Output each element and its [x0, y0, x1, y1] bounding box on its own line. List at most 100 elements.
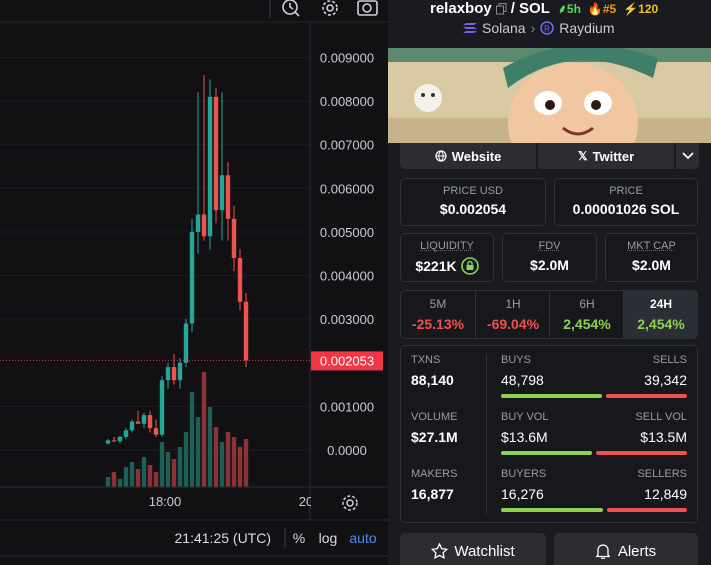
candle-body: [123, 430, 129, 437]
volume-bar: [135, 469, 141, 487]
volume-bar: [141, 457, 147, 487]
lock-icon: [460, 257, 479, 275]
candle-body: [177, 362, 183, 381]
bell-icon: [595, 544, 610, 559]
volume-bar: [189, 392, 195, 487]
candle-body: [171, 367, 177, 381]
period-tab[interactable]: 24H 2,454%: [623, 291, 697, 338]
volume-bar: [201, 372, 207, 487]
candle-body: [129, 421, 135, 431]
website-button[interactable]: Website: [400, 143, 536, 169]
pair-banner: [388, 48, 711, 143]
stat-right-label: SELLERS: [637, 468, 687, 480]
stat-left-label: BUYERS: [501, 468, 547, 480]
period-tab[interactable]: 5M -25.13%: [401, 291, 475, 338]
volume-bar: [165, 452, 171, 487]
buy-bar: [501, 508, 603, 512]
stat-right-value: 12,849: [644, 486, 687, 502]
y-tick-label: 0.005000: [320, 225, 374, 240]
stat-right-label: SELL VOL: [635, 411, 687, 423]
metric-value-text: $221K: [415, 258, 457, 274]
period-change: -25.13%: [411, 316, 465, 332]
chevron-icon: [681, 152, 694, 160]
chain-name[interactable]: Solana: [482, 20, 526, 36]
volume-bar: [153, 472, 159, 487]
star-icon: [431, 543, 449, 559]
candle-body: [183, 323, 189, 363]
period-change: 2,454%: [637, 316, 685, 332]
candle-body: [111, 440, 117, 442]
percent-toggle[interactable]: %: [293, 530, 305, 546]
price-value: 0.00001026 SOL: [572, 201, 680, 217]
volume-bar: [171, 459, 177, 487]
settings-icon[interactable]: [342, 495, 358, 511]
y-tick-label: 0.008000: [320, 94, 374, 109]
period-label: 1H: [505, 297, 521, 311]
candle-body: [135, 421, 141, 424]
more-links-button[interactable]: [676, 143, 699, 169]
log-toggle[interactable]: log: [319, 530, 338, 546]
candle-body: [153, 428, 159, 435]
price-value: $0.002054: [439, 201, 507, 217]
metric-label: MKT CAP: [627, 240, 676, 252]
price-box: PRICE USD $0.002054: [400, 178, 546, 226]
period-tab[interactable]: 1H -69.04%: [475, 291, 550, 338]
volume-bar: [213, 427, 219, 487]
website-label: Website: [451, 148, 502, 164]
y-tick-label: 0.001000: [320, 399, 374, 414]
candle-body: [141, 415, 147, 424]
metric-label: FDV: [538, 240, 561, 252]
sell-bar: [606, 508, 687, 512]
period-tabs: 5M -25.13% 1H -69.04% 6H 2,454% 24H 2,454%: [400, 290, 698, 339]
y-tick-label: 0.004000: [320, 269, 374, 284]
metric-box: MKT CAP $2.0M: [605, 233, 698, 282]
stat-right-value: $13.5M: [640, 429, 687, 445]
y-tick-label: 0.0000: [327, 443, 367, 458]
candle-body: [207, 96, 213, 237]
period-change: -69.04%: [486, 316, 540, 332]
raydium-icon: R: [540, 21, 555, 35]
stat-total-value: 16,877: [411, 486, 454, 502]
stat-left-label: BUY VOL: [501, 411, 549, 423]
stat-total-label: TXNS: [411, 354, 441, 366]
volume-bar: [147, 465, 153, 487]
x-tick-label: 20: [299, 494, 313, 509]
stat-left-value: 16,276: [501, 486, 544, 502]
twitter-button[interactable]: 𝕏 Twitter: [538, 143, 674, 169]
auto-toggle[interactable]: auto: [349, 530, 376, 546]
candle-body: [165, 367, 171, 381]
metric-value: $2.0M: [606, 257, 697, 273]
period-tab[interactable]: 6H 2,454%: [549, 291, 624, 338]
period-change: 2,454%: [563, 316, 611, 332]
watchlist-button[interactable]: Watchlist: [400, 533, 546, 565]
sell-bar: [605, 394, 687, 398]
buy-bar: [501, 451, 593, 455]
volume-bar: [207, 407, 213, 487]
alerts-button[interactable]: Alerts: [554, 533, 698, 565]
metric-value-text: $2.0M: [530, 257, 569, 273]
period-label: 5M: [429, 297, 447, 311]
stat-left-value: 48,798: [501, 372, 544, 388]
current-price-badge: [311, 351, 383, 371]
x-tick-label: 18:00: [149, 494, 182, 509]
period-label: 24H: [649, 297, 672, 311]
y-tick-label: 0.007000: [320, 138, 374, 153]
candle-body: [201, 214, 207, 237]
metric-value: $221K: [401, 257, 493, 275]
volume-bar: [219, 442, 225, 487]
price-box: PRICE 0.00001026 SOL: [554, 178, 698, 226]
pair-route: Solana › R Raydium: [463, 20, 615, 36]
stat-total-value: $27.1M: [411, 429, 458, 445]
current-price-label: 0.002053: [320, 353, 374, 368]
toolbar-icons[interactable]: [282, 0, 378, 17]
candle-body: [105, 440, 111, 444]
price-label: PRICE USD: [443, 185, 503, 197]
dex-name[interactable]: Raydium: [559, 20, 615, 36]
copy-icon[interactable]: [495, 2, 507, 15]
volume-bar: [177, 447, 183, 487]
period-label: 6H: [579, 297, 595, 311]
candle-body: [147, 415, 153, 429]
stat-left-label: BUYS: [501, 354, 531, 366]
candle-body: [219, 175, 225, 211]
volume-bar: [243, 439, 249, 487]
